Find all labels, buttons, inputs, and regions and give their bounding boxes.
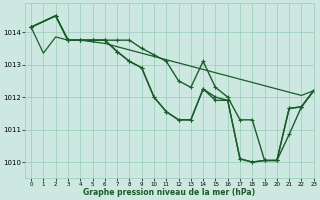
X-axis label: Graphe pression niveau de la mer (hPa): Graphe pression niveau de la mer (hPa): [83, 188, 255, 197]
